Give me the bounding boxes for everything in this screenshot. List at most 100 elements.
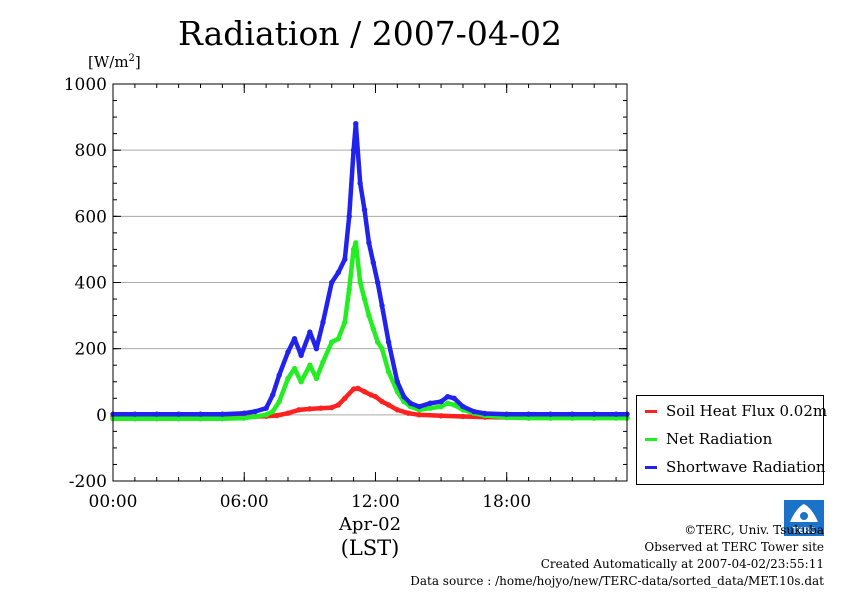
- data-point-soil: [394, 407, 401, 413]
- data-point-soil: [329, 404, 335, 411]
- credits-copyright: ©TERC, Univ. Tsukuba: [684, 523, 824, 537]
- x-axis-timezone-label: (LST): [340, 536, 400, 560]
- y-tick-label-3: 400: [75, 274, 107, 294]
- y-tick-label-5: 800: [75, 141, 107, 161]
- data-point-shortwave: [361, 207, 368, 213]
- data-point-shortwave: [444, 393, 451, 400]
- data-point-shortwave: [416, 403, 422, 410]
- chart-title: Radiation / 2007-04-02: [178, 14, 562, 53]
- data-point-net: [374, 339, 381, 345]
- legend-item-net-radiation: Net Radiation: [645, 429, 772, 449]
- data-point-net: [307, 362, 313, 368]
- credits-created: Created Automatically at 2007-04-02/23:5…: [540, 557, 824, 571]
- data-point-net: [241, 415, 247, 421]
- unit-superscript: 2: [128, 53, 135, 64]
- data-point-shortwave: [374, 279, 381, 286]
- data-point-net: [313, 375, 320, 382]
- data-point-shortwave: [525, 411, 532, 417]
- data-point-soil: [438, 413, 444, 419]
- data-point-net: [291, 365, 298, 372]
- y-tick-label-1: 0: [96, 406, 107, 426]
- data-point-soil: [368, 392, 374, 398]
- data-point-shortwave: [313, 345, 320, 352]
- data-point-shortwave: [175, 411, 182, 417]
- y-tick-label-6: 1000: [64, 75, 107, 95]
- legend-swatch-shortwave: [645, 465, 657, 469]
- legend-swatch-soil: [645, 409, 657, 413]
- data-point-net: [438, 403, 444, 410]
- logo-drop-shape: [800, 512, 808, 520]
- data-point-soil: [355, 385, 361, 392]
- data-point-shortwave: [219, 411, 226, 417]
- credits-source: Data source : /home/hojyo/new/TERC-data/…: [410, 574, 824, 588]
- chart-legend: Soil Heat Flux 0.02m Net Radiation Short…: [636, 395, 828, 485]
- legend-label-net: Net Radiation: [666, 430, 773, 448]
- data-point-soil: [379, 398, 385, 405]
- x-tick-label-0: 00:00: [89, 492, 138, 512]
- data-point-shortwave: [379, 302, 385, 309]
- data-point-shortwave: [263, 405, 269, 411]
- legend-swatch-net: [645, 437, 657, 441]
- data-point-shortwave: [307, 329, 313, 335]
- data-point-net: [269, 408, 276, 415]
- data-point-soil: [296, 407, 302, 413]
- data-point-shortwave: [460, 403, 466, 410]
- data-point-shortwave: [269, 392, 276, 398]
- data-point-shortwave: [285, 349, 291, 355]
- data-point-shortwave: [197, 411, 204, 417]
- data-point-shortwave: [276, 372, 282, 378]
- data-point-net: [370, 326, 376, 332]
- x-tick-label-1: 06:00: [220, 492, 269, 512]
- data-point-shortwave: [291, 336, 298, 342]
- data-point-shortwave: [451, 395, 457, 401]
- data-point-shortwave: [335, 269, 341, 276]
- y-tick-label-0: -200: [69, 472, 107, 492]
- data-point-soil: [335, 402, 341, 408]
- data-point-net: [357, 279, 363, 286]
- series-line-shortwave: [110, 121, 630, 417]
- data-point-soil: [372, 393, 379, 400]
- data-point-soil: [342, 395, 348, 401]
- data-point-net: [427, 405, 433, 411]
- data-point-shortwave: [504, 411, 510, 417]
- data-point-net: [444, 400, 451, 406]
- data-point-shortwave: [298, 352, 304, 358]
- unit-end: ]: [134, 53, 141, 71]
- data-point-shortwave: [132, 411, 138, 417]
- data-point-soil: [361, 388, 368, 395]
- data-point-soil: [416, 412, 422, 418]
- logo-text: TERC: [793, 526, 816, 535]
- data-point-shortwave: [401, 393, 407, 400]
- data-point-shortwave: [370, 259, 376, 266]
- data-point-shortwave: [154, 411, 160, 417]
- terc-logo-icon: TERC: [784, 500, 824, 536]
- data-point-net: [252, 413, 258, 420]
- data-point-shortwave: [252, 408, 258, 415]
- data-point-net: [361, 296, 368, 302]
- y-axis-unit-label: [W/m2]: [88, 53, 141, 71]
- data-point-soil: [307, 406, 313, 412]
- data-point-soil: [285, 410, 291, 416]
- data-point-shortwave: [482, 410, 488, 417]
- data-point-shortwave: [350, 147, 357, 153]
- x-tick-label-3: 18:00: [482, 492, 531, 512]
- data-point-shortwave: [427, 400, 433, 406]
- data-point-shortwave: [241, 410, 247, 416]
- data-point-shortwave: [591, 411, 597, 417]
- data-point-net: [285, 375, 291, 382]
- data-point-soil: [385, 402, 392, 408]
- data-point-net: [350, 246, 357, 253]
- data-point-net: [342, 319, 348, 325]
- legend-label-soil: Soil Heat Flux 0.02m: [666, 402, 828, 420]
- data-point-net: [320, 359, 326, 365]
- data-point-net: [298, 379, 304, 385]
- data-point-shortwave: [366, 240, 372, 246]
- data-point-shortwave: [407, 400, 414, 406]
- data-point-net: [451, 402, 457, 408]
- credits-observed: Observed at TERC Tower site: [644, 540, 824, 554]
- data-point-shortwave: [353, 121, 359, 127]
- data-point-shortwave: [569, 411, 576, 417]
- data-point-net: [276, 398, 282, 405]
- data-point-net: [385, 369, 392, 375]
